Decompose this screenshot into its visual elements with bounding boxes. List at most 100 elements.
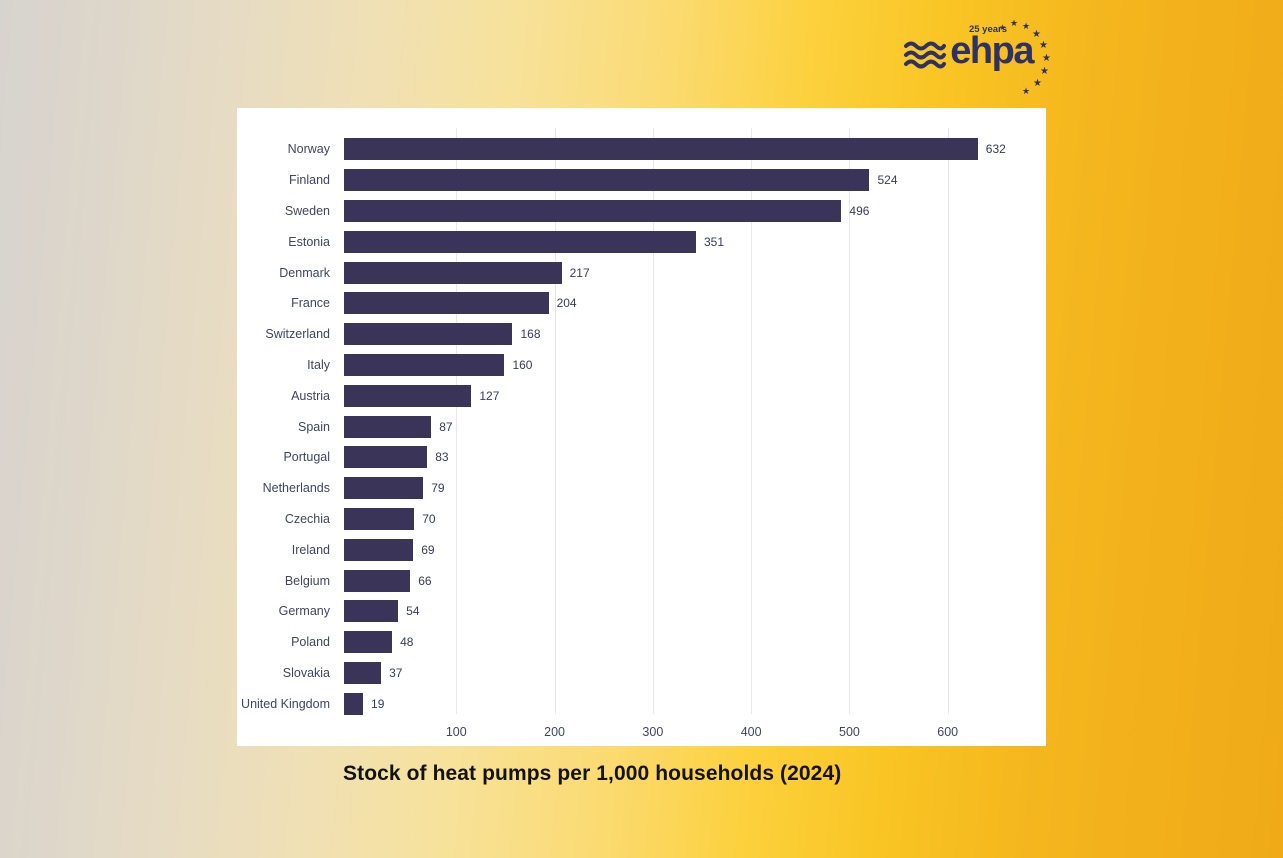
bar-track: 87	[344, 415, 1046, 438]
x-tick-label: 600	[937, 725, 959, 739]
value-label: 632	[985, 142, 1006, 157]
gridline-200	[554, 128, 556, 714]
country-label: Slovakia	[282, 665, 330, 680]
bar-track: 54	[344, 600, 1046, 623]
bar-row: Poland 48	[237, 627, 1046, 658]
bar-row: Sweden 496	[237, 196, 1046, 227]
bar-track: 160	[344, 353, 1046, 376]
svg-text:★: ★	[1039, 40, 1048, 51]
svg-text:★: ★	[999, 23, 1006, 32]
bar	[344, 446, 428, 469]
gridline-100	[456, 128, 458, 714]
country-label: Norway	[287, 142, 330, 157]
bar-track: 66	[344, 569, 1046, 592]
bar-row: Estonia 351	[237, 226, 1046, 257]
bar-track: 217	[344, 261, 1046, 284]
value-label: 83	[435, 450, 449, 465]
value-label: 204	[556, 296, 577, 311]
country-label: Finland	[289, 173, 330, 188]
stars-icon: ★ ★ ★ ★ ★ ★ ★ ★ ★	[999, 19, 1051, 97]
logo-anniversary: 25 years	[968, 24, 1007, 35]
gridline-300	[652, 128, 654, 714]
country-label: Ireland	[291, 542, 330, 557]
bar	[344, 507, 415, 530]
country-label: Austria	[291, 388, 330, 403]
bar-track: 48	[344, 631, 1046, 654]
bar-track: 524	[344, 169, 1046, 192]
bar	[344, 661, 382, 684]
plot-gridlines	[358, 128, 1046, 714]
ehpa-logo: 25 years ehpa ★ ★ ★ ★ ★ ★ ★ ★ ★	[903, 19, 1051, 97]
country-label: Czechia	[284, 511, 330, 526]
bar	[344, 230, 696, 253]
bar-track: 19	[344, 692, 1046, 715]
chart-panel: Norway 632 Finland 524 Sweden 496 Estonia 351 De…	[237, 108, 1046, 746]
country-label: Poland	[291, 635, 330, 650]
value-label: 351	[704, 234, 725, 249]
svg-text:★: ★	[1022, 22, 1030, 32]
svg-text:★: ★	[1032, 29, 1041, 40]
waves-icon	[904, 41, 947, 69]
bar	[344, 199, 842, 222]
x-tick-label: 300	[642, 725, 664, 739]
value-label: 87	[439, 419, 453, 434]
bar	[344, 692, 364, 715]
bar-row: Belgium 66	[237, 565, 1046, 596]
bar-row: Czechia 70	[237, 504, 1046, 535]
bar	[344, 538, 414, 561]
bar	[344, 415, 432, 438]
svg-text:★: ★	[1010, 19, 1018, 29]
bar-row: Netherlands 79	[237, 473, 1046, 504]
gridline-400	[751, 128, 753, 714]
value-label: 54	[406, 604, 420, 619]
value-label: 79	[431, 481, 445, 496]
bar-track: 204	[344, 292, 1046, 315]
logo-brand: ehpa	[950, 30, 1034, 72]
country-label: Netherlands	[262, 481, 330, 496]
value-label: 160	[512, 357, 533, 372]
bar-track: 70	[344, 507, 1046, 530]
bar-track: 127	[344, 384, 1046, 407]
bar-rows: Norway 632 Finland 524 Sweden 496 Estonia 351 De…	[237, 134, 1046, 719]
bar-row: Ireland 69	[237, 534, 1046, 565]
bar-row: Italy 160	[237, 350, 1046, 381]
value-label: 70	[422, 511, 436, 526]
bar-row: Portugal 83	[237, 442, 1046, 473]
country-label: United Kingdom	[241, 696, 330, 711]
bar-row: France 204	[237, 288, 1046, 319]
value-label: 37	[389, 665, 403, 680]
bar-track: 37	[344, 661, 1046, 684]
gridline-500	[849, 128, 851, 714]
svg-text:★: ★	[1042, 53, 1051, 64]
x-tick-label: 400	[740, 725, 762, 739]
bar-row: Switzerland 168	[237, 319, 1046, 350]
svg-text:★: ★	[1033, 78, 1042, 89]
value-label: 496	[849, 203, 870, 218]
bar-row: Finland 524	[237, 165, 1046, 196]
country-label: France	[291, 296, 330, 311]
bar-row: Norway 632	[237, 134, 1046, 165]
bar	[344, 569, 411, 592]
bar-row: Slovakia 37	[237, 658, 1046, 689]
bar-row: Denmark 217	[237, 257, 1046, 288]
country-label: Belgium	[284, 573, 330, 588]
value-label: 48	[400, 635, 414, 650]
value-label: 127	[479, 388, 500, 403]
country-label: Switzerland	[265, 327, 330, 342]
country-label: Spain	[298, 419, 330, 434]
bar	[344, 631, 393, 654]
country-label: Sweden	[284, 203, 330, 218]
svg-text:★: ★	[1022, 87, 1030, 97]
bar	[344, 138, 978, 161]
chart-caption: Stock of heat pumps per 1,000 households…	[343, 762, 842, 785]
x-tick-label: 100	[445, 725, 467, 739]
bar	[344, 600, 399, 623]
bar	[344, 261, 562, 284]
bar	[344, 384, 472, 407]
gridline-600	[947, 128, 949, 714]
country-label: Germany	[278, 604, 330, 619]
bar	[344, 169, 870, 192]
value-label: 19	[371, 696, 385, 711]
bar-track: 168	[344, 323, 1046, 346]
bar-track: 496	[344, 199, 1046, 222]
